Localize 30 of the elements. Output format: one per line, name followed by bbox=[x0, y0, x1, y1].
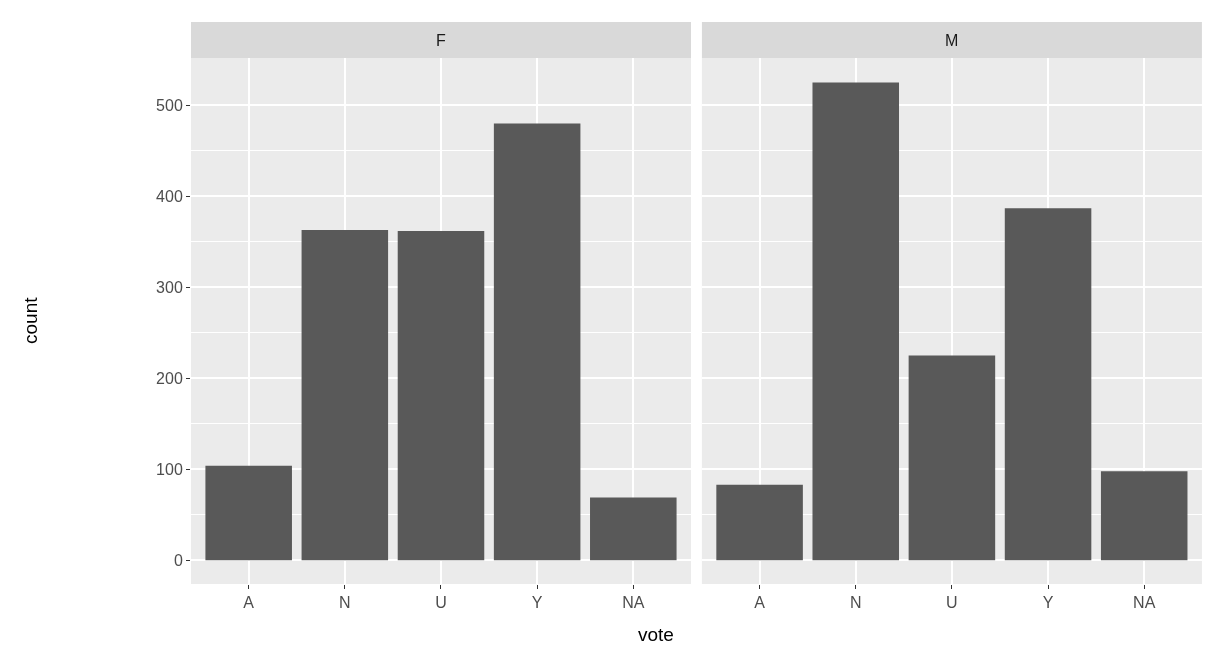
y-tick-label: 500 bbox=[156, 96, 183, 114]
y-tick-label: 100 bbox=[156, 460, 183, 478]
y-tick-label: 300 bbox=[156, 278, 183, 296]
x-tick-label: U bbox=[946, 594, 958, 612]
bar bbox=[397, 230, 485, 561]
bar bbox=[590, 497, 677, 561]
x-tick-label: Y bbox=[531, 594, 543, 612]
bar bbox=[205, 465, 292, 561]
x-axis-title: vote bbox=[638, 624, 674, 645]
x-tick-label: A bbox=[754, 594, 766, 612]
x-tick-label: Y bbox=[1042, 594, 1054, 612]
y-tick-label: 400 bbox=[156, 187, 183, 205]
y-axis-title: count bbox=[20, 296, 41, 344]
bar bbox=[716, 484, 803, 561]
x-tick-label: N bbox=[339, 594, 351, 612]
x-tick-label: N bbox=[849, 594, 862, 612]
x-tick-label: NA bbox=[622, 594, 645, 612]
bar bbox=[908, 355, 996, 561]
bar bbox=[1004, 208, 1092, 561]
x-tick-label: A bbox=[243, 594, 255, 612]
chart-title: M bbox=[945, 32, 959, 49]
chart-title: F bbox=[436, 32, 446, 49]
bar bbox=[301, 230, 389, 561]
x-tick-label: U bbox=[435, 594, 447, 612]
bar bbox=[493, 123, 581, 561]
bar bbox=[1100, 471, 1188, 561]
y-tick-label: 0 bbox=[173, 551, 183, 569]
y-tick-label: 200 bbox=[156, 369, 183, 387]
x-tick-label: NA bbox=[1133, 594, 1156, 612]
bar bbox=[812, 82, 900, 561]
